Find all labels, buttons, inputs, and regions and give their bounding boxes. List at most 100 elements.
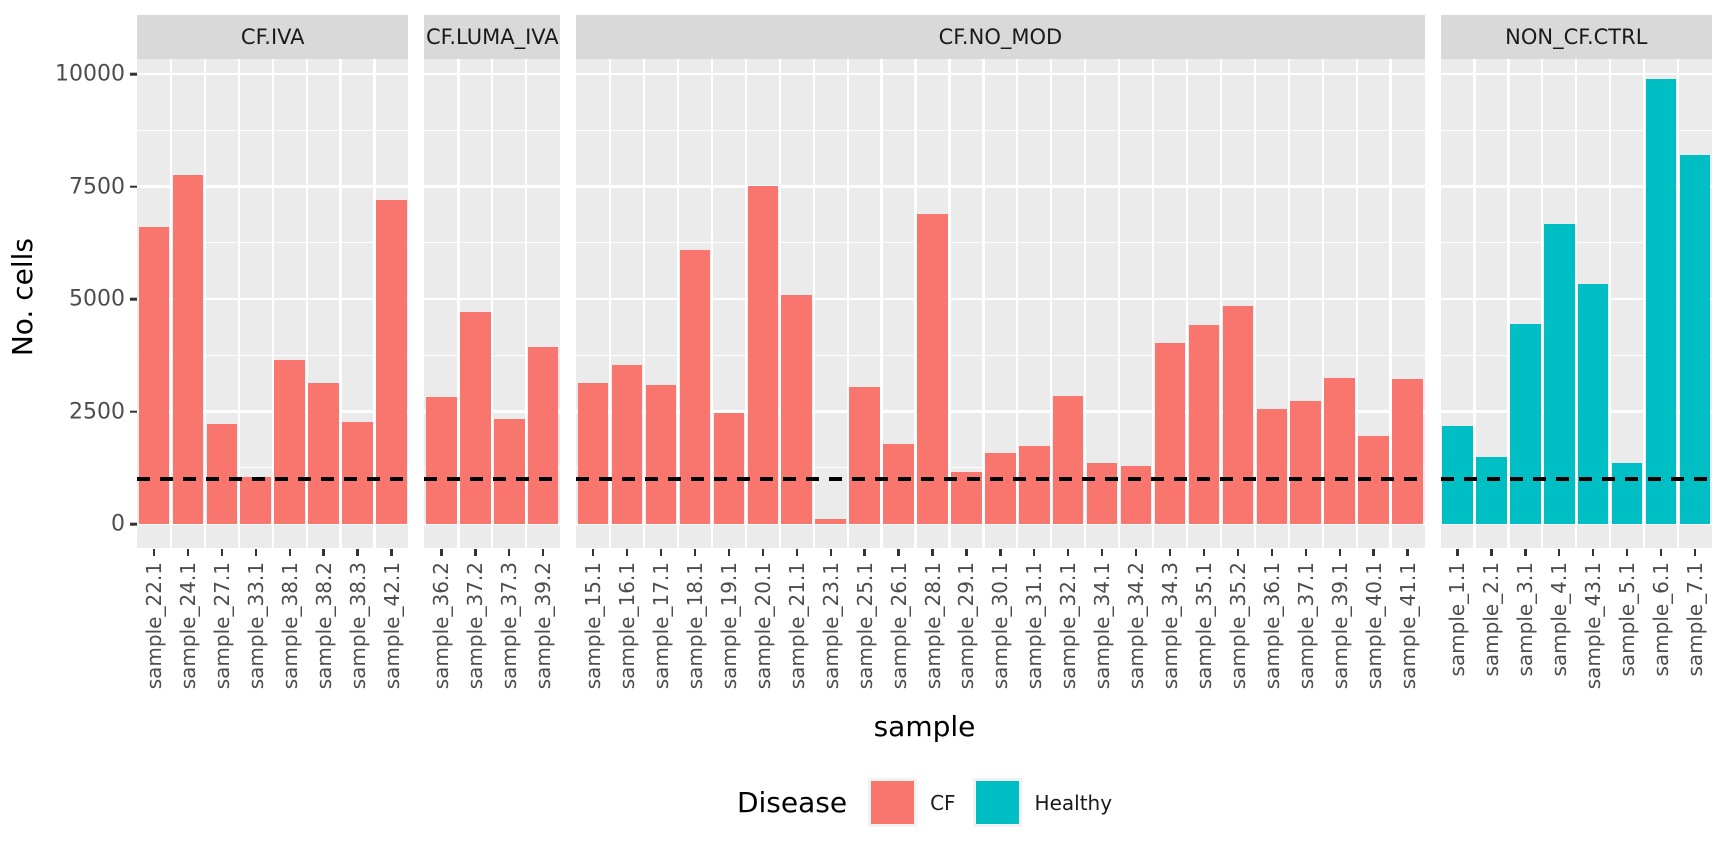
y-tick-mark <box>130 72 138 76</box>
bar-sample_31.1 <box>1019 446 1050 524</box>
x-tick-label: sample_27.1 <box>209 562 234 690</box>
x-tick-label-wrap: sample_32.1 <box>1056 562 1080 689</box>
legend-entries: CF Healthy <box>871 781 1112 824</box>
x-tick-label: sample_41.1 <box>1395 562 1420 690</box>
x-tick-mark <box>863 549 866 556</box>
x-tick-label-wrap: sample_34.1 <box>1090 562 1114 689</box>
legend-label: Healthy <box>1034 790 1113 815</box>
x-tick-label-wrap: sample_41.1 <box>1396 562 1420 689</box>
gridline-major <box>576 72 1425 76</box>
x-tick-mark <box>1558 549 1561 556</box>
bar-sample_41.1 <box>1392 379 1423 524</box>
gridline-major <box>576 185 1425 188</box>
facet-panel <box>576 59 1425 548</box>
gridline-major <box>576 522 1425 526</box>
gridline-vertical <box>744 59 748 548</box>
x-tick-label-wrap: sample_37.3 <box>497 562 521 689</box>
gridline-major <box>576 297 1425 301</box>
gridline-vertical <box>373 59 376 548</box>
x-tick-label: sample_17.1 <box>649 562 674 690</box>
bar-sample_42.1 <box>376 199 407 524</box>
x-tick-label-wrap: sample_36.1 <box>1260 562 1284 689</box>
x-tick-mark <box>356 549 359 556</box>
x-tick-label: sample_24.1 <box>175 562 200 690</box>
x-tick-label-wrap: sample_33.1 <box>244 562 268 689</box>
x-tick-label-wrap: sample_16.1 <box>615 562 639 689</box>
x-tick-label: sample_19.1 <box>716 562 741 690</box>
bar-sample_39.1 <box>1324 378 1355 524</box>
x-tick-label: sample_23.1 <box>818 562 843 690</box>
x-tick-mark <box>761 549 764 556</box>
gridline-vertical <box>169 59 173 548</box>
x-tick-mark <box>440 549 443 556</box>
x-tick-label: sample_35.2 <box>1225 562 1250 690</box>
gridline-vertical <box>1676 59 1680 548</box>
bar-sample_38.3 <box>342 422 373 524</box>
legend: Disease CF Healthy <box>137 781 1712 824</box>
gridline-vertical <box>457 59 460 548</box>
gridline-vertical <box>1507 59 1510 548</box>
x-tick-label-wrap: sample_24.1 <box>176 562 200 689</box>
x-tick-label-wrap: sample_20.1 <box>751 562 775 689</box>
x-tick-mark <box>1524 549 1527 556</box>
x-tick-label-wrap: sample_26.1 <box>887 562 911 689</box>
x-tick-label: sample_34.1 <box>1090 562 1115 690</box>
gridline-vertical <box>948 59 951 548</box>
x-tick-mark <box>1067 549 1070 556</box>
x-tick-label-wrap: sample_35.1 <box>1192 562 1216 689</box>
bar-sample_20.1 <box>747 185 779 524</box>
gridline-vertical <box>1389 59 1392 548</box>
x-tick-mark <box>999 549 1002 556</box>
y-tick-mark <box>130 185 138 188</box>
y-tick-label: 7500 <box>69 174 125 199</box>
x-tick-label-wrap: sample_43.1 <box>1581 562 1605 689</box>
x-tick-mark <box>1304 549 1307 556</box>
gridline-vertical <box>491 59 494 548</box>
x-tick-label: sample_18.1 <box>682 562 707 690</box>
bar-sample_38.1 <box>274 360 305 524</box>
gridline-vertical <box>1609 59 1612 548</box>
bar-sample_39.2 <box>527 347 559 524</box>
x-tick-mark <box>152 549 156 556</box>
x-tick-label: sample_36.1 <box>1259 562 1284 690</box>
x-tick-mark <box>965 549 968 556</box>
gridline-vertical <box>676 59 680 548</box>
x-tick-label-wrap: sample_18.1 <box>683 562 707 689</box>
x-tick-label: sample_30.1 <box>988 562 1013 690</box>
gridline-vertical <box>1050 59 1053 548</box>
bar-sample_3.1 <box>1510 324 1541 524</box>
x-tick-label-wrap: sample_29.1 <box>954 562 978 689</box>
x-tick-label-wrap: sample_34.3 <box>1158 562 1182 689</box>
x-tick-label-wrap: sample_39.2 <box>531 562 555 689</box>
x-tick-label: sample_1.1 <box>1445 562 1470 677</box>
x-tick-label: sample_25.1 <box>852 562 877 690</box>
x-tick-mark <box>693 549 697 556</box>
x-tick-label: sample_35.1 <box>1191 562 1216 690</box>
legend-item-CF: CF <box>871 781 956 824</box>
x-tick-label: sample_3.1 <box>1513 562 1538 677</box>
bar-sample_1.1 <box>1442 425 1473 524</box>
bar-sample_34.3 <box>1154 343 1186 524</box>
x-tick-label-wrap: sample_37.1 <box>1294 562 1318 689</box>
x-tick-label: sample_38.2 <box>311 562 336 690</box>
x-tick-label: sample_28.1 <box>920 562 945 690</box>
gridline-vertical <box>1151 59 1155 548</box>
x-tick-label-wrap: sample_19.1 <box>717 562 741 689</box>
gridline-vertical <box>339 59 342 548</box>
x-tick-label-wrap: sample_1.1 <box>1445 562 1469 677</box>
x-ticks-row <box>576 548 1424 557</box>
facet-strip: NON_CF.CTRL <box>1440 15 1712 59</box>
x-tick-mark <box>795 549 798 556</box>
bar-sample_21.1 <box>781 294 813 524</box>
x-tick-mark <box>1270 549 1273 556</box>
x-tick-label: sample_34.2 <box>1124 562 1149 690</box>
x-tick-label-wrap: sample_21.1 <box>785 562 809 689</box>
x-tick-mark <box>474 549 477 556</box>
x-tick-mark <box>1168 549 1172 556</box>
x-tick-mark <box>186 549 190 556</box>
gridline-vertical <box>237 59 240 548</box>
gridline-vertical <box>203 59 206 548</box>
x-tick-label: sample_43.1 <box>1581 562 1606 690</box>
bar-sample_32.1 <box>1052 396 1084 524</box>
